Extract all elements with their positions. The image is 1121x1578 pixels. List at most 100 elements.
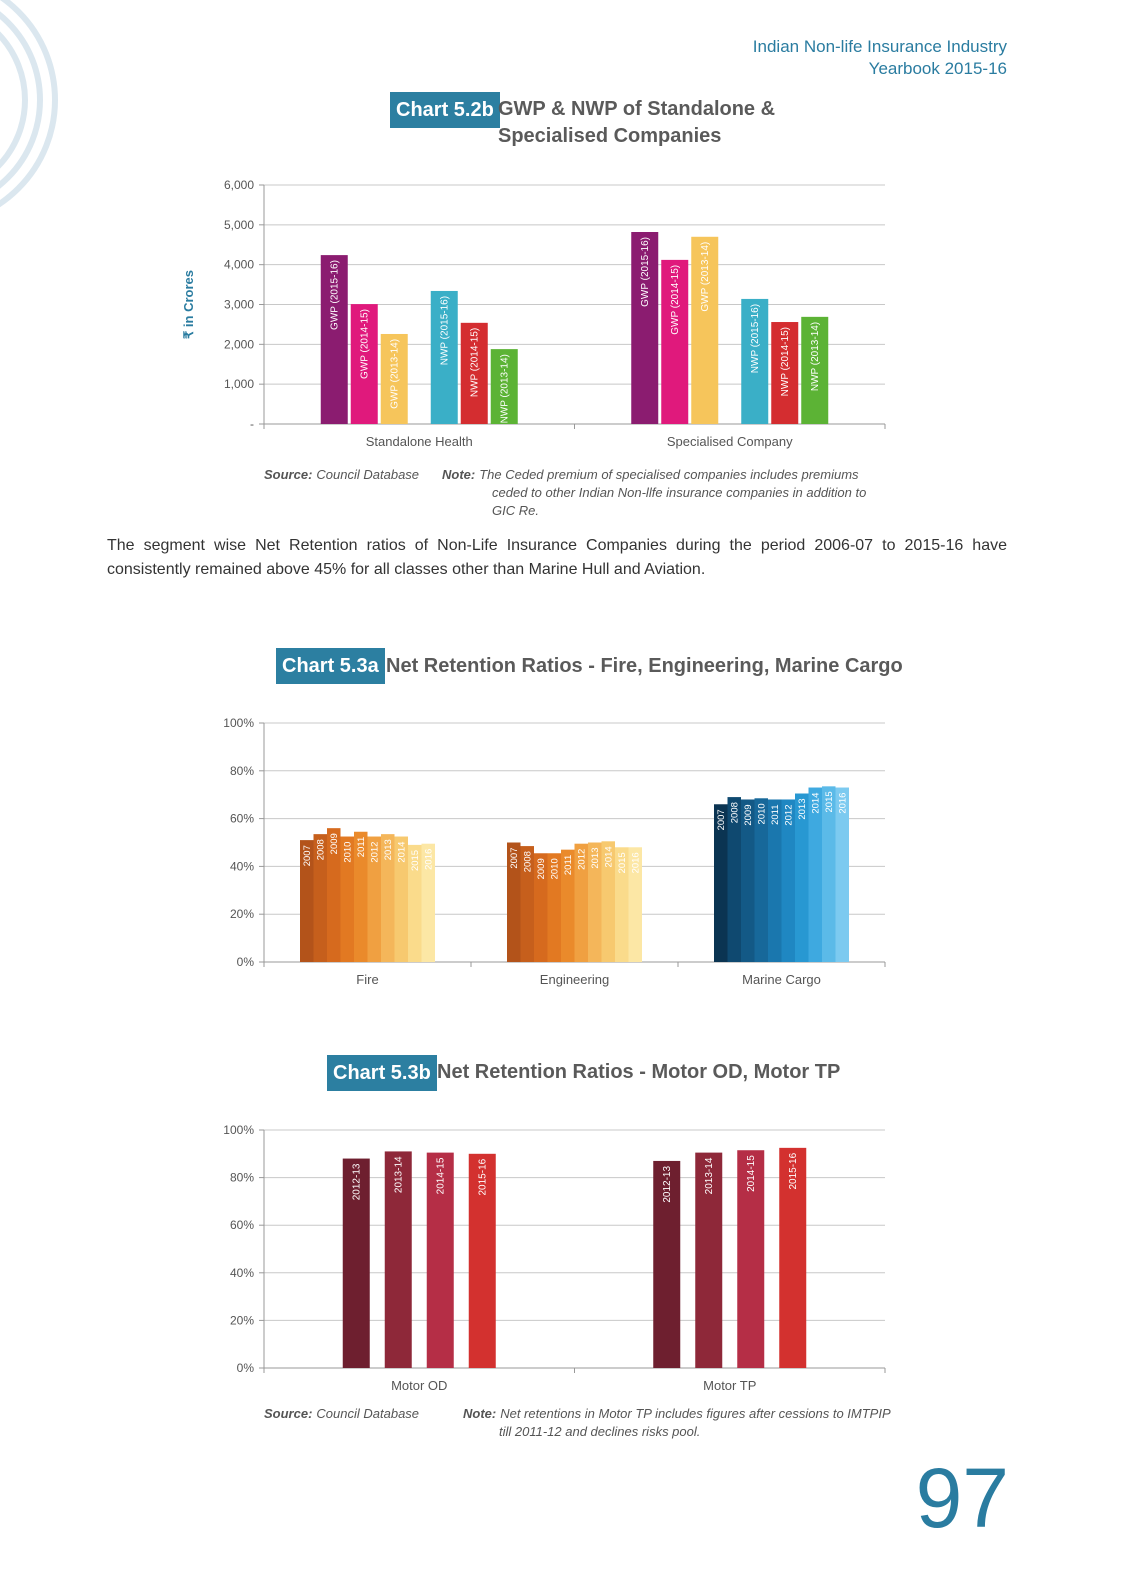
bar [354, 831, 368, 962]
bar [327, 828, 341, 962]
bar-series-label: NWP (2015-16) [440, 296, 451, 365]
note: Note: The Ceded premium of specialised co… [442, 466, 892, 520]
bar-series-label: 2012 [370, 842, 381, 863]
bar-series-label: 2013 [797, 799, 808, 820]
bar-series-label: 2010 [343, 842, 354, 863]
bar-series-label: 2009 [743, 804, 754, 825]
x-tick-label: Engineering [540, 972, 609, 987]
bar [695, 1152, 723, 1368]
bar [490, 349, 518, 424]
bar [741, 298, 769, 424]
bar-series-label: 2010 [757, 803, 768, 824]
bar [631, 232, 659, 424]
bar [460, 322, 488, 424]
bar-series-label: NWP (2013-14) [810, 322, 821, 391]
chart-title: GWP & NWP of Standalone & Specialised Co… [498, 98, 776, 147]
bar-series-label: 2015 [617, 852, 628, 873]
bar-series-label: 2014 [397, 842, 408, 863]
source-text: Council Database [316, 1406, 420, 1421]
page-number: 97 [915, 1451, 1009, 1545]
y-tick-label: 0% [237, 1361, 255, 1375]
bar [384, 1151, 412, 1368]
bar [300, 840, 314, 962]
bar [754, 798, 768, 962]
bar [801, 316, 829, 424]
y-tick-label: 40% [230, 859, 254, 873]
y-tick-label: 80% [230, 1171, 254, 1185]
bar [588, 842, 602, 962]
bar-series-label: 2009 [329, 833, 340, 854]
x-tick-label: Marine Cargo [742, 972, 821, 987]
bar [507, 842, 521, 962]
bar-series-label: 2015-16 [788, 1152, 799, 1189]
bar-series-label: 2011 [770, 804, 781, 824]
y-tick-label: 5,000 [224, 218, 254, 232]
y-tick-label: 6,000 [224, 178, 254, 192]
decoration [0, 0, 58, 208]
header: Indian Non-life Insurance Industry Yearb… [753, 36, 1007, 80]
y-tick-label: - [250, 417, 254, 431]
bar-series-label: 2008 [730, 802, 741, 823]
bar-series-label: 2011 [356, 837, 367, 857]
bar [691, 236, 719, 424]
bar-series-label: 2012-13 [352, 1163, 363, 1200]
bar [653, 1160, 681, 1368]
bar [367, 836, 381, 962]
bar [426, 1152, 454, 1368]
bar-series-label: 2011 [563, 855, 574, 875]
bar-series-label: 2008 [523, 851, 534, 872]
bar [430, 290, 458, 424]
bar [601, 841, 615, 962]
bar-series-label: GWP (2013-14) [390, 339, 401, 409]
bar-series-label: 2015-16 [478, 1158, 489, 1195]
bar-series-label: NWP (2014-15) [470, 328, 481, 397]
bar [520, 846, 534, 962]
x-tick-label: Specialised Company [667, 434, 793, 449]
header-line: Yearbook 2015-16 [868, 59, 1007, 78]
bar-series-label: GWP (2015-16) [640, 237, 651, 307]
bar [320, 255, 348, 424]
bar [408, 844, 422, 962]
y-tick-label: 3,000 [224, 298, 254, 312]
x-tick-label: Motor OD [391, 1378, 447, 1393]
header-line: Indian Non-life Insurance Industry [752, 37, 1007, 56]
source-label: Source: [264, 1406, 313, 1421]
bar-series-label: 2013 [590, 848, 601, 869]
y-tick-label: 0% [237, 955, 255, 969]
y-tick-label: 100% [223, 1123, 254, 1137]
x-tick-label: Standalone Health [366, 434, 473, 449]
y-tick-label: 1,000 [224, 377, 254, 391]
bar [771, 322, 799, 424]
chart-label: Chart 5.3b [327, 1055, 437, 1091]
bar-series-label: 2007 [302, 845, 313, 866]
note: Note: Net retentions in Motor TP includes… [463, 1405, 893, 1441]
y-tick-label: 40% [230, 1266, 254, 1280]
bar [737, 1150, 765, 1368]
bar [350, 304, 378, 424]
bar-series-label: 2014-15 [436, 1157, 447, 1194]
bar-series-label: 2013 [383, 839, 394, 860]
bar [381, 834, 395, 962]
bar [421, 843, 435, 962]
bar [781, 799, 795, 962]
source-label: Source: [264, 467, 313, 482]
bar-series-label: 2013-14 [394, 1156, 405, 1193]
bar [615, 847, 629, 962]
bar [628, 847, 642, 962]
y-axis-label: ₹ in Crores [181, 270, 196, 339]
bar-series-label: 2016 [631, 852, 642, 873]
bar [727, 797, 741, 962]
bar-series-label: GWP (2013-14) [700, 242, 711, 312]
bar-series-label: NWP (2015-16) [750, 304, 761, 373]
source: Source: Council Database [264, 1406, 419, 1421]
bar-series-label: 2013-14 [704, 1157, 715, 1194]
bar [534, 853, 548, 962]
bar-series-label: NWP (2013-14) [500, 354, 511, 423]
y-tick-label: 60% [230, 1218, 254, 1232]
bar-series-label: 2014 [811, 793, 822, 814]
bar [342, 1158, 370, 1368]
bar [574, 843, 588, 962]
bar-series-label: 2014 [604, 846, 615, 867]
